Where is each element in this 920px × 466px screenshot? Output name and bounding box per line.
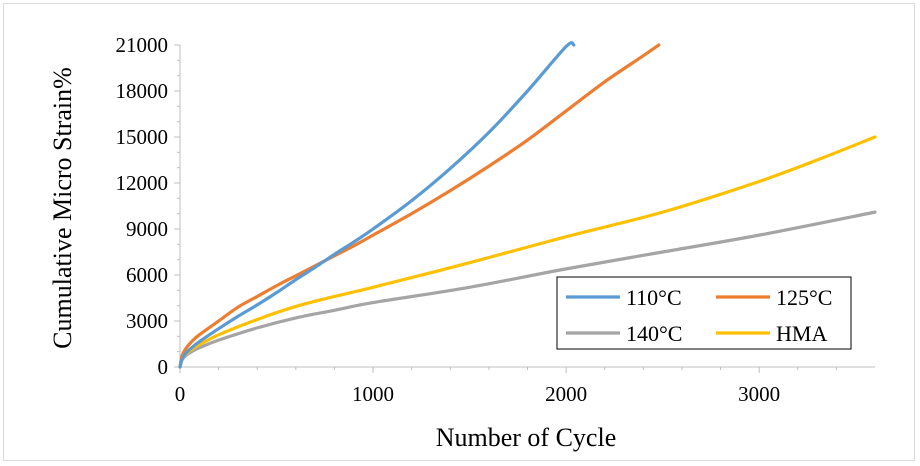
legend-box	[556, 276, 852, 350]
x-axis-ticks: 0 1000 2000 3000	[175, 367, 837, 406]
x-tick-label: 3000	[738, 382, 780, 406]
series-line-0	[178, 41, 576, 369]
x-axis-title: Number of Cycle	[436, 423, 617, 452]
y-tick-label: 9000	[126, 217, 168, 241]
series-lines	[178, 41, 877, 369]
y-axis-title: Cumulative Micro Strain%	[48, 67, 77, 349]
y-tick-label: 21000	[116, 33, 169, 57]
chart-frame	[3, 3, 915, 461]
y-tick-label: 3000	[126, 309, 168, 333]
y-tick-label: 12000	[116, 171, 169, 195]
legend-label: 110°C	[626, 285, 682, 310]
y-tick-label: 0	[158, 355, 169, 379]
x-tick-label: 0	[175, 382, 186, 406]
legend: 110°C 125°C 140°C HMA	[556, 276, 852, 350]
y-tick-label: 6000	[126, 263, 168, 287]
y-axis-ticks: 0 3000 6000 9000 12000 15000 18000 21000	[116, 33, 180, 379]
x-tick-label: 2000	[545, 382, 587, 406]
x-tick-label: 1000	[352, 382, 394, 406]
legend-label: 140°C	[626, 321, 682, 346]
legend-label: 125°C	[776, 285, 832, 310]
y-tick-label: 18000	[116, 79, 169, 103]
legend-label: HMA	[776, 321, 827, 346]
y-tick-label: 15000	[116, 125, 169, 149]
